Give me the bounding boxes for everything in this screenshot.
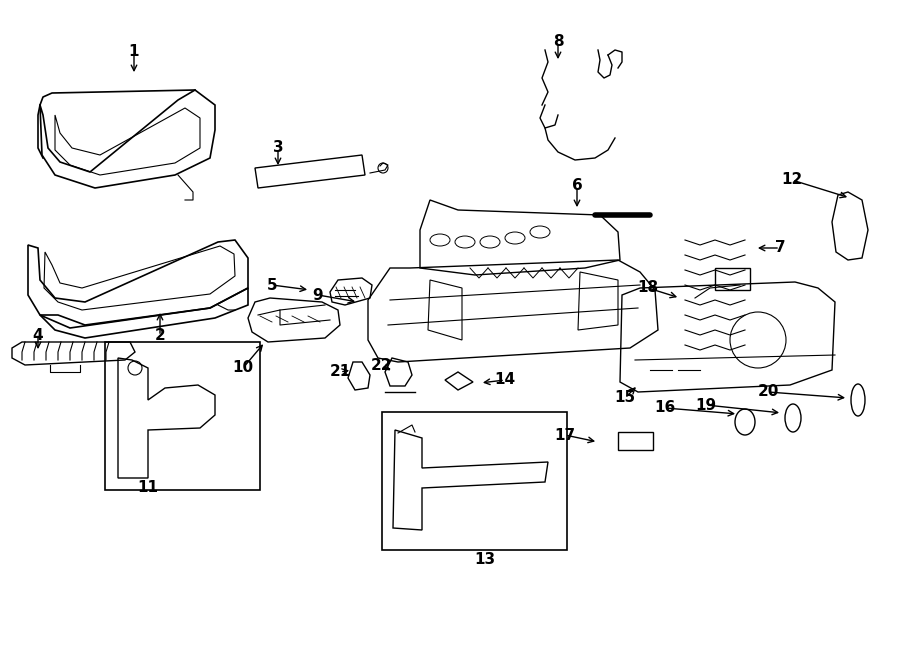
Text: 7: 7 <box>775 241 786 256</box>
Text: 22: 22 <box>371 358 392 373</box>
Text: 12: 12 <box>781 173 803 188</box>
Text: 17: 17 <box>554 428 576 442</box>
Text: 18: 18 <box>637 280 659 295</box>
Text: 10: 10 <box>232 360 254 375</box>
Text: 2: 2 <box>155 329 166 344</box>
Text: 6: 6 <box>572 178 582 194</box>
Text: 5: 5 <box>266 278 277 293</box>
Text: 3: 3 <box>273 141 284 155</box>
Text: 14: 14 <box>494 373 516 387</box>
Text: 15: 15 <box>615 391 635 405</box>
Text: 20: 20 <box>757 385 778 399</box>
Text: 11: 11 <box>138 481 158 496</box>
Text: 9: 9 <box>312 288 323 303</box>
Text: 8: 8 <box>553 34 563 50</box>
Text: 21: 21 <box>329 364 351 379</box>
Text: 16: 16 <box>654 401 676 416</box>
Text: 4: 4 <box>32 327 43 342</box>
Text: 13: 13 <box>474 553 496 568</box>
Text: 1: 1 <box>129 44 140 59</box>
Text: 19: 19 <box>696 397 716 412</box>
